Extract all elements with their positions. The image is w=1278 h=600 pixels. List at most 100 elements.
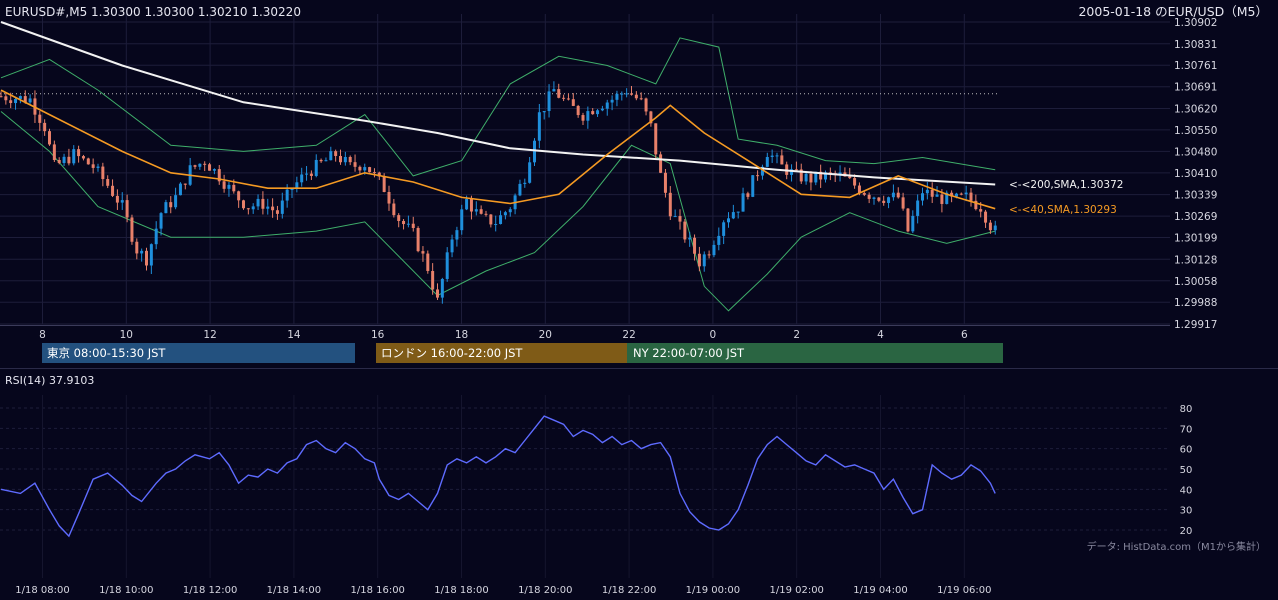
price-tick-label: 1.30691 xyxy=(1174,82,1217,94)
candle-up xyxy=(523,182,527,184)
session-tokyo-label: 東京 08:00-15:30 JST xyxy=(47,346,166,360)
session-ny-label: NY 22:00-07:00 JST xyxy=(633,346,745,360)
candle-down xyxy=(48,131,51,145)
candle-down xyxy=(678,216,682,222)
grid-lines xyxy=(0,14,1170,325)
session-bars: 東京 08:00-15:30 JST ロンドン 16:00-22:00 JST … xyxy=(42,343,1003,363)
candle-down xyxy=(91,164,95,168)
candle-up xyxy=(712,244,716,256)
candle-down xyxy=(208,164,212,171)
candle-up xyxy=(178,183,182,196)
candle-up xyxy=(174,195,178,208)
price-tick-label: 1.30199 xyxy=(1174,233,1217,245)
time-tick-label: 1/19 02:00 xyxy=(769,585,823,596)
candle-down xyxy=(663,172,667,193)
candle-up xyxy=(96,166,100,168)
price-tick-label: 1.30550 xyxy=(1174,125,1217,137)
candle-up xyxy=(62,156,66,163)
candle-up xyxy=(765,157,769,167)
candle-down xyxy=(130,217,134,242)
time-tick-label: 1/18 12:00 xyxy=(183,585,237,596)
candle-down xyxy=(222,181,226,189)
candle-up xyxy=(251,206,255,210)
candle-down xyxy=(67,156,71,164)
candle-up xyxy=(256,198,260,207)
candle-up xyxy=(455,230,459,240)
time-tick-label: 1/18 08:00 xyxy=(15,585,69,596)
candle-down xyxy=(906,208,910,232)
candle-down xyxy=(848,176,852,179)
candle-down xyxy=(693,237,697,254)
candle-up xyxy=(450,239,454,253)
candle-down xyxy=(9,100,13,104)
rsi-tick-label: 20 xyxy=(1180,526,1193,537)
candle-down xyxy=(426,253,430,271)
candle-down xyxy=(368,167,372,173)
price-tick-label: 1.29917 xyxy=(1174,319,1217,331)
time-tick-label: 1/18 14:00 xyxy=(267,585,321,596)
candle-down xyxy=(23,96,27,103)
candle-down xyxy=(0,96,3,98)
session-ny-bar xyxy=(627,343,1003,363)
price-axis: 1.30902 1.30831 1.30761 1.30691 1.30620 1.305… xyxy=(1174,17,1217,331)
candle-up xyxy=(445,252,449,279)
rsi-tick-label: 70 xyxy=(1180,424,1193,435)
candle-up xyxy=(499,215,503,225)
candle-down xyxy=(697,253,701,267)
candle-down xyxy=(43,122,47,132)
candle-up xyxy=(547,91,551,112)
candle-down xyxy=(261,198,265,209)
rsi-tick-label: 50 xyxy=(1180,465,1193,476)
rsi-tick-label: 60 xyxy=(1180,445,1193,456)
price-tick-label: 1.30902 xyxy=(1174,17,1217,29)
time-tick-label: 1/18 22:00 xyxy=(602,585,656,596)
candle-down xyxy=(217,169,221,182)
candle-down xyxy=(469,198,473,212)
candle-up xyxy=(528,162,532,183)
candle-up xyxy=(280,200,284,214)
candle-down xyxy=(203,163,207,165)
candle-down xyxy=(901,197,905,209)
candle-down xyxy=(479,209,483,214)
candle-down xyxy=(57,160,61,163)
candle-down xyxy=(984,211,988,223)
candle-up xyxy=(14,98,18,104)
candle-down xyxy=(77,149,81,157)
candle-up xyxy=(440,278,444,298)
time-axis: 1/18 08:00 1/18 10:00 1/18 12:00 1/18 14:00… xyxy=(15,585,991,596)
rsi-tick-label: 30 xyxy=(1180,506,1193,517)
candle-down xyxy=(940,194,944,204)
candle-up xyxy=(605,102,609,109)
candle-up xyxy=(28,98,32,103)
candle-up xyxy=(610,99,614,103)
candle-up xyxy=(329,151,333,161)
candle-up xyxy=(120,200,124,203)
candle-up xyxy=(727,218,730,223)
candle-down xyxy=(862,193,866,195)
candle-down xyxy=(358,166,362,171)
time-tick-label: 1/18 16:00 xyxy=(350,585,404,596)
candle-up xyxy=(474,209,478,212)
session-london-label: ロンドン 16:00-22:00 JST xyxy=(381,346,523,360)
candle-up xyxy=(824,172,827,180)
candle-up xyxy=(18,96,22,99)
candle-down xyxy=(576,105,580,116)
candle-down xyxy=(377,172,381,177)
session-tokyo-bar xyxy=(42,343,355,363)
candle-down xyxy=(566,98,570,100)
candle-up xyxy=(227,184,231,189)
candle-down xyxy=(780,155,784,165)
candle-down xyxy=(392,203,396,216)
candle-down xyxy=(988,222,992,231)
candle-down xyxy=(436,289,439,298)
candle-up xyxy=(266,206,270,209)
hour-tick-label: 0 xyxy=(710,329,717,341)
candle-up xyxy=(503,212,507,216)
candle-down xyxy=(416,228,420,252)
time-tick-label: 1/19 06:00 xyxy=(937,585,991,596)
candle-up xyxy=(751,175,755,197)
sma200-line xyxy=(0,21,996,186)
candle-down xyxy=(853,178,857,186)
candle-up xyxy=(542,111,546,113)
candle-down xyxy=(334,151,338,156)
